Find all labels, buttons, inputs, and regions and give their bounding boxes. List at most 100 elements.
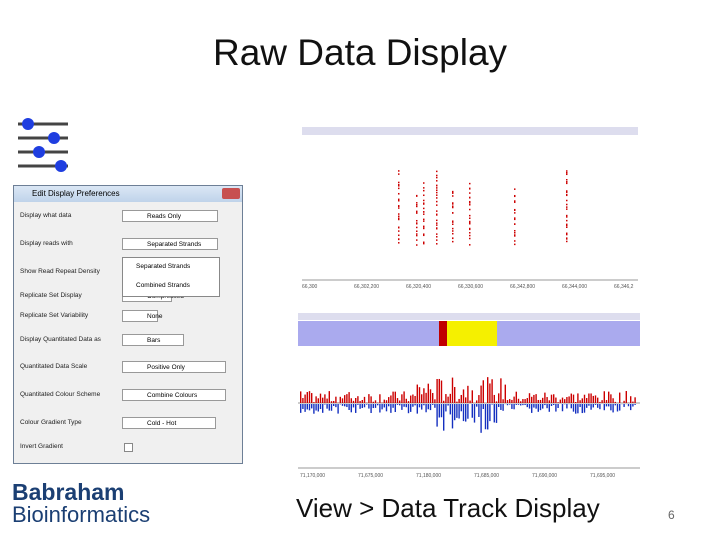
- dropdown[interactable]: None: [122, 310, 163, 322]
- read: [566, 223, 568, 226]
- row-label: Quantitated Data Scale: [20, 363, 88, 370]
- read: [398, 173, 400, 175]
- read: [623, 404, 625, 407]
- read: [398, 215, 400, 218]
- read: [533, 394, 535, 403]
- read: [337, 404, 339, 414]
- dropdown[interactable]: Positive Only: [122, 361, 226, 373]
- read: [436, 233, 438, 235]
- read: [469, 196, 471, 199]
- read: [330, 401, 333, 403]
- read: [471, 390, 473, 403]
- read: [434, 404, 436, 408]
- read: [398, 242, 400, 244]
- dropdown-option[interactable]: Combined Strands: [136, 282, 190, 289]
- read: [603, 391, 605, 403]
- read: [313, 404, 315, 414]
- read: [414, 395, 416, 403]
- axis-label: 71,675,000: [358, 473, 383, 479]
- read: [498, 393, 500, 403]
- read: [493, 404, 495, 423]
- read: [487, 404, 489, 430]
- read: [599, 401, 601, 403]
- axis-label: 71,695,000: [590, 473, 615, 479]
- read: [557, 402, 559, 403]
- read: [398, 234, 400, 237]
- read: [452, 230, 454, 232]
- read: [469, 400, 471, 403]
- read: [452, 205, 454, 207]
- dropdown[interactable]: Reads Only: [122, 210, 218, 222]
- row-label: Display what data: [20, 212, 72, 219]
- read: [469, 234, 471, 237]
- read: [429, 389, 432, 403]
- read: [566, 214, 568, 217]
- read: [438, 404, 440, 418]
- row-label: Show Read Repeat Density: [20, 268, 100, 275]
- read: [398, 193, 400, 195]
- read: [416, 239, 418, 241]
- read: [480, 385, 482, 403]
- read: [416, 210, 418, 213]
- read: [473, 404, 476, 423]
- read: [366, 404, 368, 405]
- dropdown[interactable]: Combine Colours: [122, 389, 226, 401]
- read: [423, 199, 425, 202]
- read: [493, 394, 495, 403]
- read: [412, 394, 414, 403]
- read: [436, 170, 438, 173]
- read: [394, 391, 396, 403]
- read: [425, 404, 427, 413]
- read: [355, 397, 357, 403]
- read: [514, 194, 516, 197]
- read: [416, 205, 418, 208]
- read: [405, 398, 407, 403]
- close-button[interactable]: [222, 188, 240, 199]
- read: [555, 404, 557, 412]
- read: [398, 213, 400, 215]
- dropdown[interactable]: Cold - Hot: [122, 417, 216, 429]
- read: [632, 404, 634, 407]
- read: [616, 404, 619, 412]
- read: [509, 404, 511, 405]
- read: [502, 404, 504, 411]
- dropdown[interactable]: Separated Strands: [122, 238, 218, 250]
- read: [469, 232, 471, 234]
- read: [443, 400, 445, 403]
- read: [619, 404, 621, 411]
- read: [514, 212, 516, 214]
- read: [566, 171, 568, 174]
- read: [566, 237, 568, 239]
- read: [555, 397, 557, 403]
- read: [514, 217, 516, 219]
- read: [418, 404, 421, 408]
- dropdown-option[interactable]: Separated Strands: [136, 263, 191, 270]
- read: [550, 394, 553, 403]
- read: [520, 401, 522, 403]
- read: [304, 394, 306, 403]
- read: [372, 404, 374, 409]
- read: [566, 179, 568, 181]
- feature: [439, 321, 447, 346]
- read: [531, 404, 533, 413]
- read: [317, 404, 319, 412]
- read: [570, 393, 572, 403]
- read: [592, 395, 594, 403]
- read: [553, 394, 555, 403]
- read: [548, 404, 550, 412]
- read: [398, 226, 400, 229]
- read: [533, 404, 535, 408]
- read: [410, 395, 412, 403]
- read: [489, 383, 491, 403]
- read: [359, 401, 361, 403]
- read: [368, 394, 370, 403]
- dropdown[interactable]: Bars: [122, 334, 184, 346]
- checkbox[interactable]: [124, 443, 133, 452]
- read: [514, 200, 516, 202]
- read: [416, 233, 418, 235]
- read: [566, 397, 568, 403]
- read: [460, 404, 462, 412]
- read: [401, 404, 403, 410]
- read: [401, 394, 403, 403]
- read: [436, 174, 438, 177]
